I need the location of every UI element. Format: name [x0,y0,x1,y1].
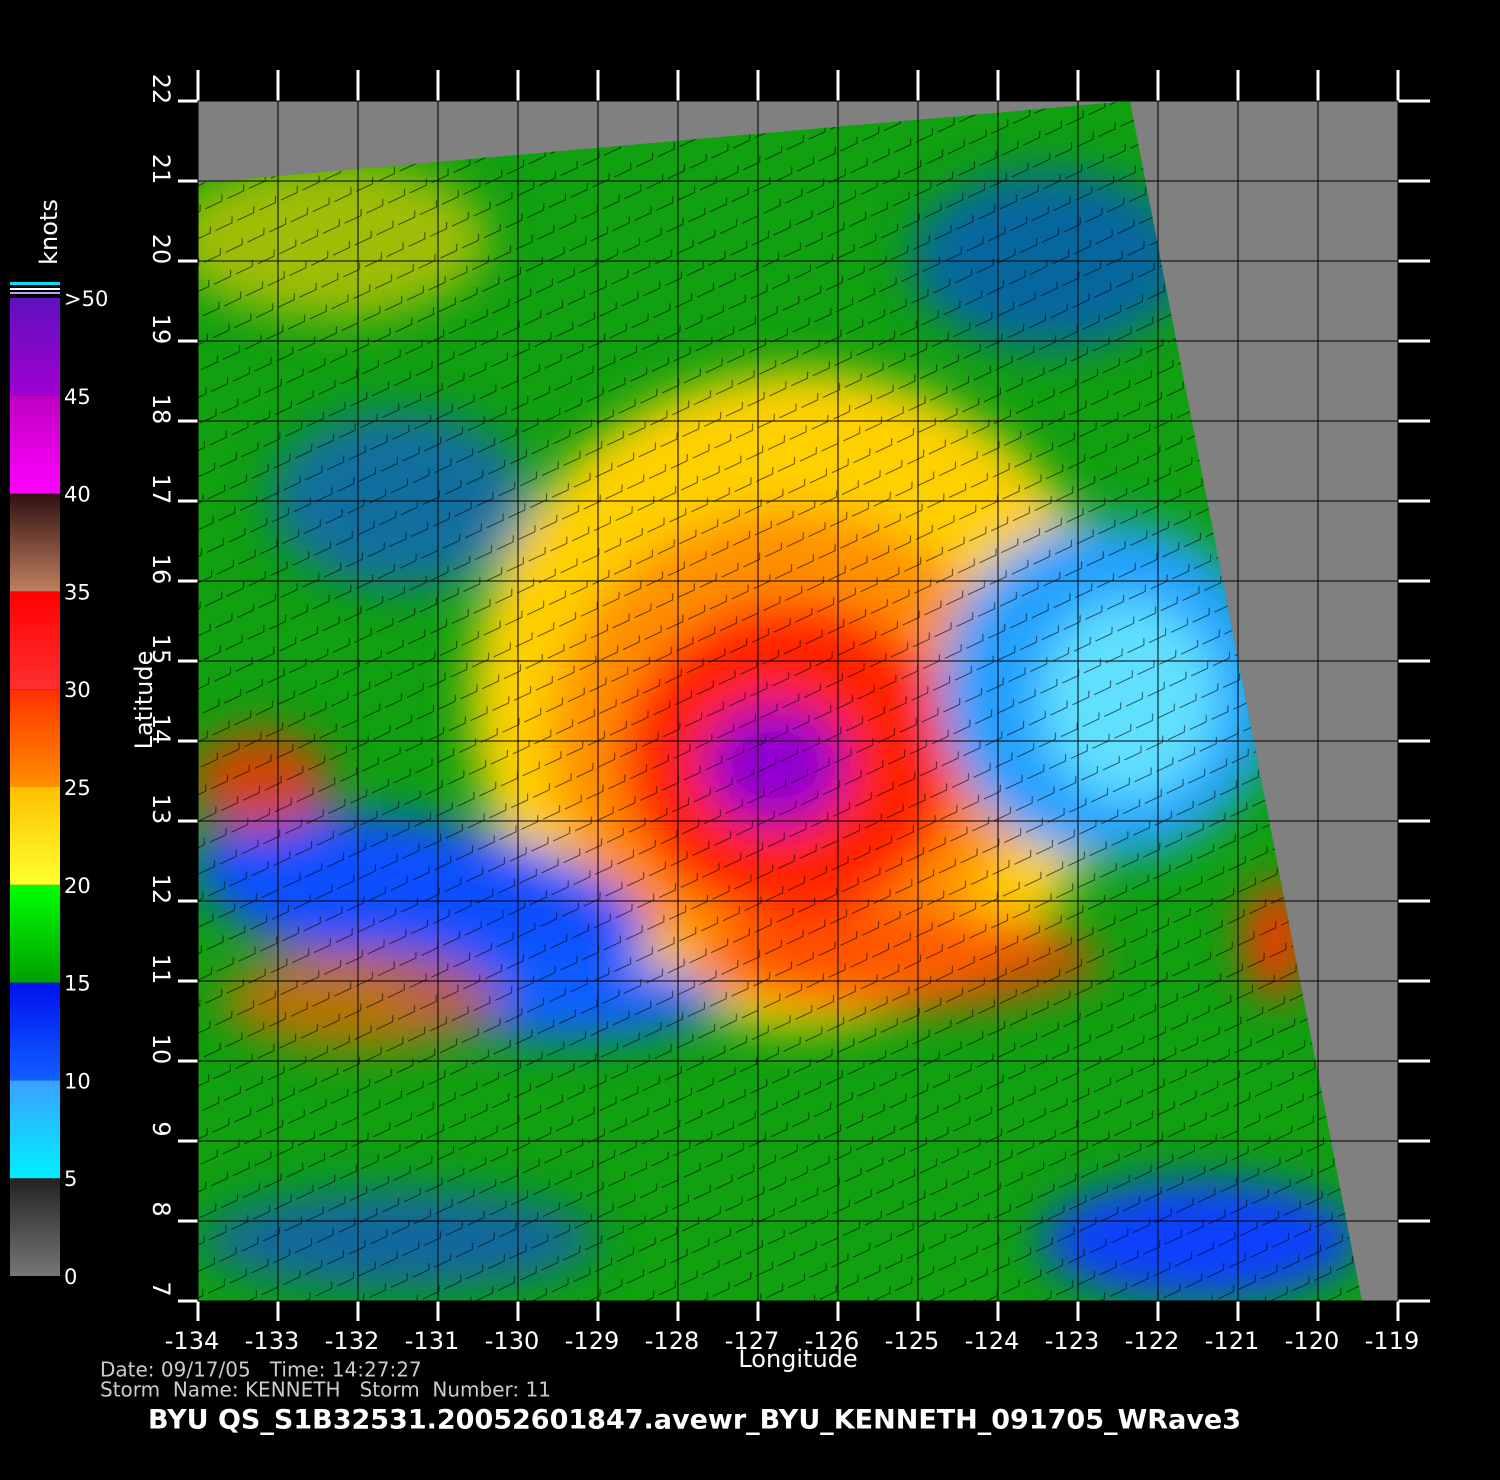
colorbar-tick-label: 5 [64,1167,77,1191]
axes: -134 -133 -132 -131 -130 -129 -128 -127 -126 -125… [147,70,1430,1355]
y-tick-label: 8 [147,1201,175,1216]
x-tick-label: -134 [165,1327,219,1355]
colorbar-label: knots [35,199,63,265]
x-tick-label: -121 [1205,1327,1259,1355]
colorbar-tick-label: 15 [64,972,91,996]
x-tick-label: -126 [805,1327,859,1355]
plot-frame [197,100,1399,1302]
colorbar-band [10,395,60,494]
y-tick-label: 14 [147,714,175,745]
colorbar-band [10,493,60,592]
colorbar-tick-label: >50 [64,287,108,311]
colorbar-tick-label: 45 [64,385,91,409]
colorbar-tick-label: 30 [64,678,91,702]
y-tick-label: 13 [147,794,175,825]
wind-swath [198,101,1362,1301]
colorbar-tick-label: 40 [64,483,91,507]
y-tick-label: 10 [147,1034,175,1065]
colorbar-tick-label: 25 [64,776,91,800]
y-tick-label: 12 [147,874,175,905]
y-tick-label: 21 [147,154,175,185]
colorbar-band [10,298,60,396]
x-tick-label: -133 [245,1327,299,1355]
y-tick-label: 16 [147,554,175,585]
colorbar-tick-label: 0 [64,1265,77,1289]
x-tick-label: -120 [1285,1327,1339,1355]
colorbar-tick-label: 20 [64,874,91,898]
colorbar-band [10,1178,60,1276]
x-axis-label: Longitude [738,1345,857,1373]
y-tick-label: 20 [147,234,175,265]
y-tick-label: 18 [147,394,175,425]
y-tick-label: 11 [147,954,175,985]
colorbar-band [10,689,60,787]
colorbar-tick-label: 10 [64,1069,91,1093]
x-tick-label: -130 [485,1327,539,1355]
x-tick-label: -125 [885,1327,939,1355]
info-line: Date: 09/17/05 Time: 14:27:27 [100,1358,422,1382]
colorbar-band [10,591,60,690]
x-tick-label: -127 [725,1327,779,1355]
colorbar-band [10,884,60,983]
colorbar-band [10,1080,60,1179]
y-axis-label: Latitude [130,651,158,750]
x-tick-label: -124 [965,1327,1019,1355]
colorbar: 0 5 10 15 20 25 30 35 40 45 >50 [10,282,108,1289]
x-tick-label: -123 [1045,1327,1099,1355]
x-tick-label: -132 [325,1327,379,1355]
y-tick-label: 15 [147,634,175,665]
x-tick-label: -131 [405,1327,459,1355]
x-tick-label: -119 [1365,1327,1419,1355]
y-tick-label: 9 [147,1121,175,1136]
y-tick-label: 17 [147,474,175,505]
figure-title: BYU QS_S1B32531.20052601847.avewr_BYU_KE… [148,1405,1241,1436]
y-tick-label: 7 [147,1281,175,1296]
x-tick-label: -122 [1125,1327,1179,1355]
wind-imagery [198,101,1398,1301]
x-tick-label: -129 [565,1327,619,1355]
colorbar-band [10,787,60,885]
colorbar-band [10,982,60,1081]
x-tick-label: -128 [645,1327,699,1355]
colorbar-tick-label: 35 [64,580,91,604]
y-tick-label: 19 [147,314,175,345]
y-tick-label: 22 [147,74,175,105]
info-line: Storm Name: KENNETH Storm Number: 11 [100,1378,551,1402]
